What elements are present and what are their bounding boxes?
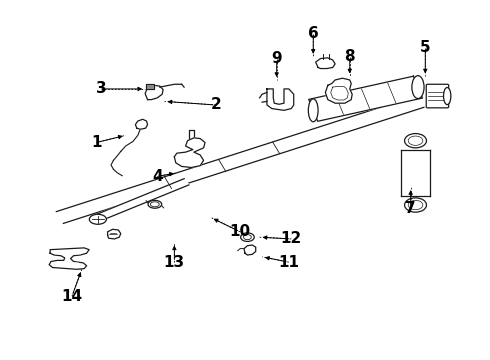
Text: 4: 4 <box>152 169 163 184</box>
Text: 14: 14 <box>61 289 83 303</box>
Polygon shape <box>55 250 83 253</box>
Polygon shape <box>174 138 205 167</box>
Ellipse shape <box>408 136 423 145</box>
Text: 2: 2 <box>210 98 221 112</box>
Ellipse shape <box>408 201 423 210</box>
Polygon shape <box>316 58 335 68</box>
Polygon shape <box>56 263 80 267</box>
Ellipse shape <box>405 198 426 212</box>
Text: 10: 10 <box>230 224 251 239</box>
Ellipse shape <box>244 235 251 240</box>
Text: 13: 13 <box>164 255 185 270</box>
Polygon shape <box>325 78 352 103</box>
Ellipse shape <box>443 87 451 105</box>
Polygon shape <box>49 248 89 269</box>
Text: 11: 11 <box>278 255 299 270</box>
Polygon shape <box>108 229 121 239</box>
Text: 8: 8 <box>344 49 355 64</box>
Polygon shape <box>145 85 163 100</box>
Ellipse shape <box>89 214 106 224</box>
Text: 6: 6 <box>308 26 319 41</box>
Polygon shape <box>309 76 422 121</box>
Ellipse shape <box>148 201 162 208</box>
Ellipse shape <box>405 134 426 148</box>
Text: 9: 9 <box>271 51 282 66</box>
Polygon shape <box>267 89 294 111</box>
FancyBboxPatch shape <box>426 84 449 108</box>
Ellipse shape <box>308 99 318 122</box>
Ellipse shape <box>412 76 424 99</box>
Polygon shape <box>146 84 154 89</box>
Text: 3: 3 <box>96 81 107 96</box>
Polygon shape <box>244 245 256 255</box>
Text: 1: 1 <box>91 135 101 150</box>
Text: 5: 5 <box>420 40 431 55</box>
Ellipse shape <box>150 202 159 207</box>
Polygon shape <box>56 95 424 224</box>
Ellipse shape <box>241 233 254 242</box>
Polygon shape <box>331 86 348 100</box>
Text: 12: 12 <box>281 231 302 247</box>
Polygon shape <box>135 119 147 129</box>
Polygon shape <box>97 179 189 221</box>
Text: 7: 7 <box>405 201 416 216</box>
